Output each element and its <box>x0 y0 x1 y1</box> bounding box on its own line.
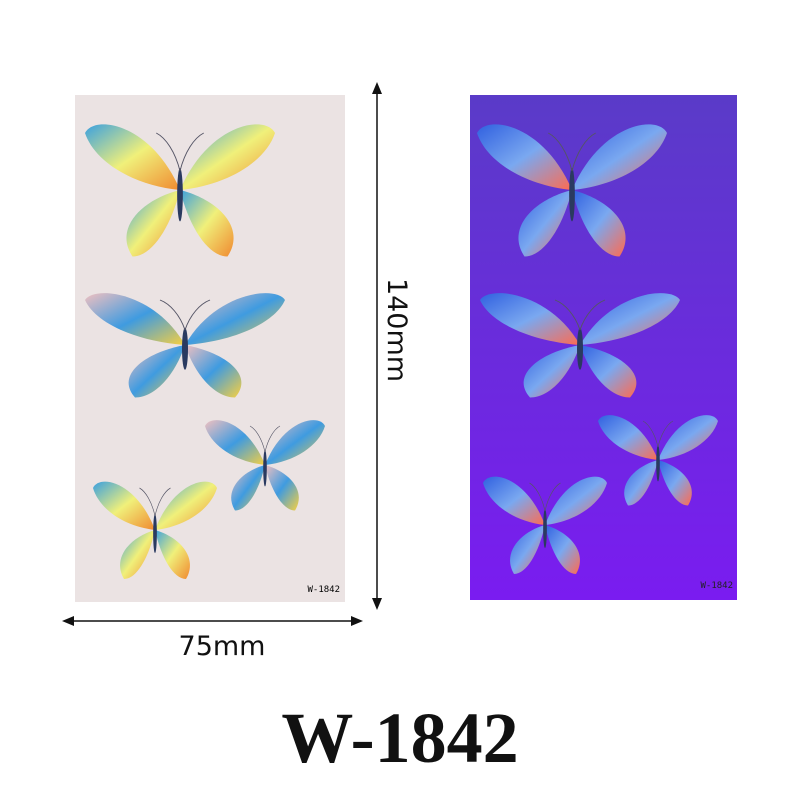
height-arrow <box>372 82 382 610</box>
product-code-title: W-1842 <box>281 698 518 778</box>
height-label: 140mm <box>381 278 412 382</box>
width-label: 75mm <box>179 631 266 662</box>
panel-code: W-1842 <box>307 585 340 595</box>
panel-code: W-1842 <box>700 581 733 591</box>
width-arrow <box>62 616 363 626</box>
